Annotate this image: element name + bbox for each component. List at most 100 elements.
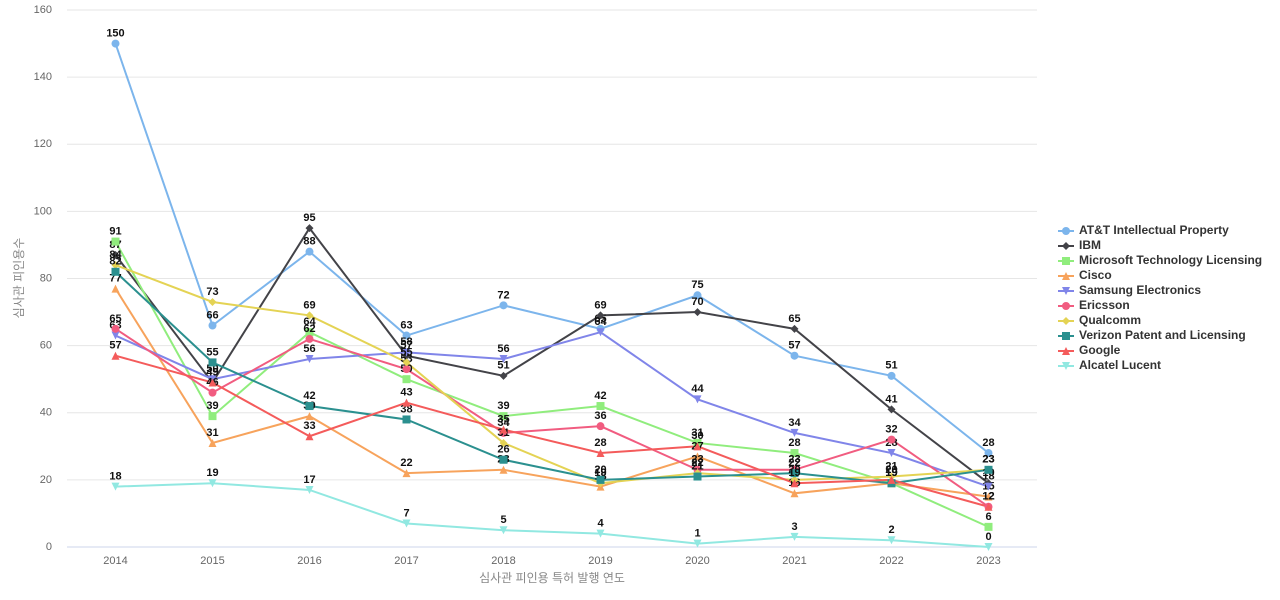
y-tick-label: 0 [46,541,52,553]
x-tick-label: 2014 [103,555,127,567]
y-tick-label: 160 [34,4,52,16]
marker [984,465,993,474]
data-label: 34 [788,417,801,429]
marker [790,532,799,541]
y-tick-label: 40 [40,407,52,419]
data-label: 63 [400,319,412,331]
marker [305,402,314,411]
marker [1062,257,1070,265]
data-label: 31 [206,427,218,439]
data-label: 84 [109,249,122,261]
legend-item: IBM [1058,238,1101,252]
x-tick-label: 2016 [297,555,321,567]
data-label: 31 [691,427,703,439]
data-label: 12 [982,491,994,503]
legend-label: Qualcomm [1079,313,1141,327]
marker [790,428,799,437]
data-label: 56 [303,343,315,355]
data-label: 42 [594,390,606,402]
marker [402,348,411,357]
y-tick-label: 140 [34,71,52,83]
marker [596,475,605,484]
data-label: 19 [788,467,800,479]
marker [1062,287,1070,295]
marker [887,371,896,380]
legend-item: Ericsson [1058,298,1130,312]
marker [1062,347,1070,355]
data-label: 55 [206,346,218,358]
marker [1062,332,1070,340]
data-label: 21 [691,460,703,472]
data-label: 55 [400,346,412,358]
data-label: 19 [206,467,218,479]
legend-item: Samsung Electronics [1058,283,1201,297]
marker [499,301,508,310]
marker [984,492,993,501]
marker [208,321,217,330]
data-label: 28 [982,437,994,449]
marker [208,438,217,447]
data-label: 19 [885,467,897,479]
data-label: 23 [691,454,703,466]
data-label: 66 [206,309,218,321]
marker [984,522,993,531]
marker [111,324,120,333]
legend-label: Cisco [1079,268,1112,282]
marker [111,284,120,293]
x-tick-label: 2021 [782,555,806,567]
data-label: 82 [109,256,121,268]
data-label: 36 [594,410,606,422]
series-line [114,328,990,508]
data-label: 44 [691,383,704,395]
marker [1062,242,1070,250]
marker [305,485,314,494]
marker [499,455,508,464]
marker [402,365,411,374]
marker [693,539,702,548]
data-label: 7 [403,507,409,519]
marker [1062,302,1070,310]
marker [402,398,411,407]
marker [402,469,411,478]
data-label: 58 [400,336,412,348]
data-label: 95 [303,212,315,224]
data-label: 5 [500,514,506,526]
data-label: 21 [885,460,897,472]
x-tick-label: 2019 [588,555,612,567]
data-label: 91 [109,225,121,237]
data-label: 65 [109,313,121,325]
data-label: 43 [400,387,412,399]
marker [305,247,314,256]
data-label: 26 [497,444,509,456]
marker [596,449,605,458]
data-label: 12 [982,491,994,503]
legend-label: Samsung Electronics [1079,283,1201,297]
marker [693,308,702,317]
data-label: 39 [206,400,218,412]
legend-label: Google [1079,343,1121,357]
x-tick-label: 2023 [976,555,1000,567]
series-line [114,288,989,498]
marker [208,358,217,367]
marker [305,224,314,233]
data-label: 88 [303,236,315,248]
marker [887,475,896,484]
legend-item: Cisco [1058,268,1112,282]
marker [208,388,217,397]
data-label: 70 [691,296,703,308]
x-tick-label: 2020 [685,555,709,567]
marker [790,469,799,478]
y-tick-label: 120 [34,138,52,150]
marker [111,351,120,360]
marker [790,489,799,498]
marker [887,405,896,414]
data-label: 65 [788,313,800,325]
marker [499,371,508,380]
marker [111,237,120,246]
x-tick-label: 2018 [491,555,515,567]
marker [984,449,993,458]
data-label: 20 [885,464,897,476]
x-tick-label: 2022 [879,555,903,567]
data-label: 51 [885,360,897,372]
